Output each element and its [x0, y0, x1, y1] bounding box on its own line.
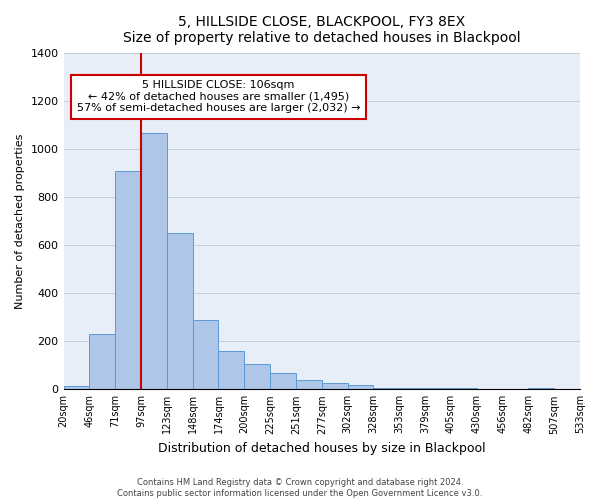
- Bar: [425, 388, 451, 390]
- Title: 5, HILLSIDE CLOSE, BLACKPOOL, FY3 8EX
Size of property relative to detached hous: 5, HILLSIDE CLOSE, BLACKPOOL, FY3 8EX Si…: [123, 15, 521, 45]
- Bar: [296, 380, 322, 390]
- Bar: [167, 234, 193, 390]
- Bar: [218, 351, 244, 390]
- Bar: [141, 132, 167, 390]
- Bar: [347, 384, 373, 390]
- Text: 5 HILLSIDE CLOSE: 106sqm
← 42% of detached houses are smaller (1,495)
57% of sem: 5 HILLSIDE CLOSE: 106sqm ← 42% of detach…: [77, 80, 360, 114]
- Bar: [89, 334, 115, 390]
- Bar: [373, 388, 399, 390]
- Bar: [529, 388, 554, 390]
- X-axis label: Distribution of detached houses by size in Blackpool: Distribution of detached houses by size …: [158, 442, 485, 455]
- Bar: [193, 320, 218, 390]
- Bar: [244, 364, 270, 390]
- Bar: [451, 388, 477, 390]
- Bar: [399, 388, 425, 390]
- Text: Contains HM Land Registry data © Crown copyright and database right 2024.
Contai: Contains HM Land Registry data © Crown c…: [118, 478, 482, 498]
- Bar: [64, 386, 89, 390]
- Y-axis label: Number of detached properties: Number of detached properties: [15, 134, 25, 309]
- Bar: [322, 384, 347, 390]
- Bar: [115, 171, 141, 390]
- Bar: [270, 372, 296, 390]
